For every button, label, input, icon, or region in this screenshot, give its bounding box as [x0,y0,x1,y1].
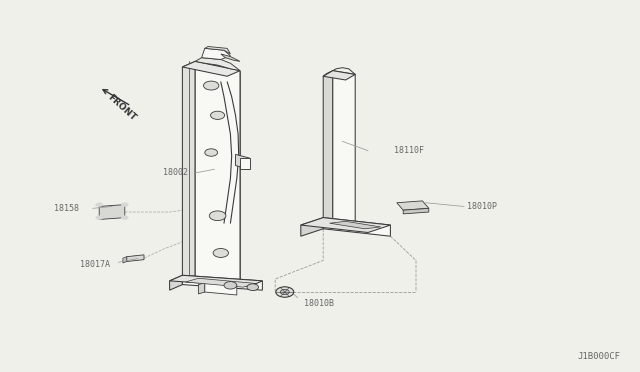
Text: 18010B: 18010B [304,299,334,308]
Polygon shape [323,71,355,80]
Polygon shape [301,218,323,236]
Circle shape [224,282,237,289]
Polygon shape [323,71,333,229]
Text: 18010P: 18010P [467,202,497,211]
Polygon shape [205,46,230,54]
Polygon shape [221,54,240,61]
Circle shape [213,248,228,257]
Polygon shape [397,201,429,210]
Circle shape [95,202,103,207]
Polygon shape [330,221,381,229]
Text: 18110F: 18110F [394,146,424,155]
Text: 18017A: 18017A [80,260,110,269]
Polygon shape [127,255,144,262]
Polygon shape [202,48,230,60]
Circle shape [205,149,218,156]
Polygon shape [205,283,237,295]
Polygon shape [123,257,127,263]
Text: FRONT: FRONT [106,93,138,123]
Circle shape [121,202,129,207]
Polygon shape [170,275,262,286]
Polygon shape [195,58,240,71]
Polygon shape [182,61,195,285]
Text: J1B000CF: J1B000CF [578,352,621,361]
Text: 18158: 18158 [54,204,79,213]
Circle shape [211,111,225,119]
Polygon shape [403,208,429,214]
Circle shape [121,215,129,220]
Polygon shape [170,275,182,290]
Circle shape [95,215,103,220]
Circle shape [247,284,259,291]
Polygon shape [240,158,250,169]
Polygon shape [182,61,240,76]
Polygon shape [186,278,256,287]
Polygon shape [301,218,390,232]
Text: 18002: 18002 [163,169,188,177]
Circle shape [280,289,289,295]
Polygon shape [333,71,355,227]
Circle shape [276,287,294,297]
Polygon shape [182,275,262,290]
Polygon shape [195,61,240,281]
Polygon shape [236,154,250,169]
Polygon shape [198,283,205,294]
Circle shape [204,81,219,90]
Polygon shape [99,205,125,219]
Circle shape [209,211,226,221]
Polygon shape [323,218,390,236]
